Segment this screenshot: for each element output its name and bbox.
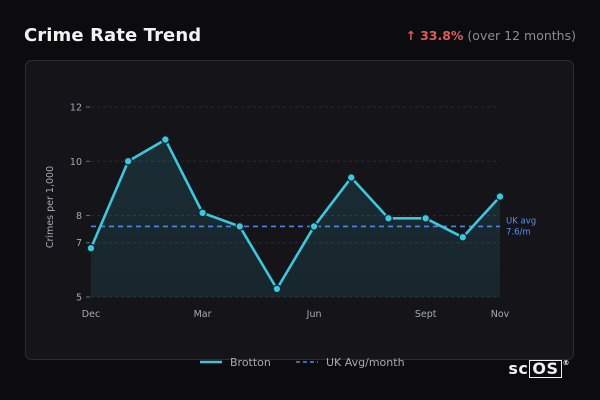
data-point: [347, 174, 355, 182]
data-point: [310, 223, 318, 231]
x-tick-label: Dec: [82, 309, 100, 320]
data-point: [422, 214, 430, 222]
x-tick-label: Sept: [415, 309, 437, 320]
y-tick-label: 12: [70, 103, 82, 114]
uk-average-label: UK avg: [506, 216, 536, 226]
data-point: [162, 136, 170, 144]
data-point: [236, 223, 244, 231]
y-tick-label: 8: [76, 211, 82, 222]
data-point: [273, 285, 281, 293]
scos-logo: sc OS ®: [508, 359, 570, 378]
y-tick-label: 10: [70, 157, 82, 168]
x-tick-label: Jun: [306, 309, 322, 320]
data-point: [124, 157, 132, 165]
data-point: [385, 214, 393, 222]
legend-label-uk-avg: UK Avg/month: [326, 356, 405, 369]
data-point: [496, 193, 504, 201]
data-point: [199, 209, 207, 217]
y-axis-title: Crimes per 1,000: [45, 166, 56, 248]
x-tick-label: Nov: [491, 309, 510, 320]
series-area-brotton: [91, 140, 500, 297]
x-tick-label: Mar: [194, 309, 212, 320]
data-point: [87, 244, 95, 252]
uk-average-value-label: 7.6/m: [506, 227, 531, 237]
y-tick-label: 5: [76, 293, 82, 304]
y-tick-label: 7: [76, 238, 82, 249]
data-point: [459, 233, 467, 241]
legend-label-brotton: Brotton: [230, 356, 271, 369]
